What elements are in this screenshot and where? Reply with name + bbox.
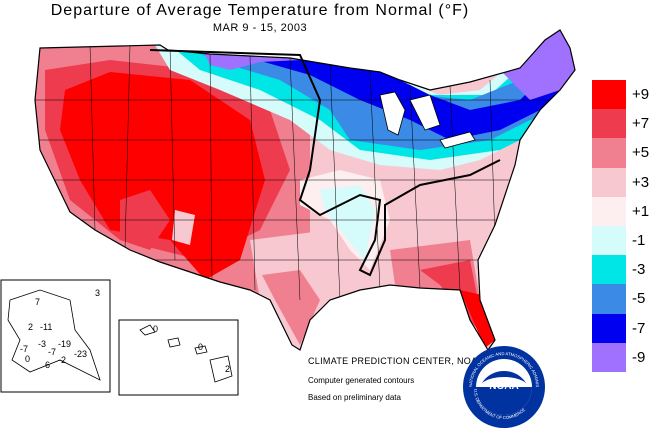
hawaii-inset: 0 0 2 bbox=[118, 319, 239, 396]
map-title: Departure of Average Temperature from No… bbox=[50, 2, 470, 19]
alaska-inset: 7 3 2 -11 -3 -19 -7 0 -7 -23 6 -2 bbox=[0, 279, 111, 393]
noaa-logo-text: NOAA bbox=[489, 381, 518, 392]
noaa-logo: NOAA NATIONAL OCEANIC AND ATMOSPHERIC AD… bbox=[462, 345, 545, 428]
alaska-label-4: -3 bbox=[38, 339, 46, 349]
alaska-label-11: -2 bbox=[58, 355, 66, 365]
legend-label: +3 bbox=[632, 173, 650, 191]
legend-item: +1 bbox=[592, 196, 659, 226]
credit-line-2: Based on preliminary data bbox=[308, 393, 401, 402]
alaska-label-1: 3 bbox=[95, 288, 100, 298]
legend-label: +5 bbox=[632, 144, 650, 162]
credit-org: CLIMATE PREDICTION CENTER, NOAA bbox=[308, 356, 484, 366]
alaska-label-8: -7 bbox=[48, 347, 56, 357]
alaska-label-9: -23 bbox=[74, 349, 87, 359]
alaska-label-0: 7 bbox=[35, 297, 40, 307]
hawaii-label-2: 2 bbox=[225, 364, 230, 374]
legend-item: -3 bbox=[592, 255, 659, 285]
legend-label: +9 bbox=[632, 86, 650, 103]
alaska-label-10: 6 bbox=[45, 360, 50, 370]
hawaii-label-1: 0 bbox=[198, 342, 203, 352]
legend-label: +1 bbox=[632, 202, 650, 220]
legend-swatch bbox=[592, 167, 626, 197]
alaska-label-5: -19 bbox=[58, 339, 71, 349]
legend-item: +3 bbox=[592, 167, 659, 197]
legend-swatch bbox=[592, 225, 626, 256]
credit-line-1: Computer generated contours bbox=[308, 376, 415, 385]
legend-swatch bbox=[592, 313, 626, 343]
legend-label: -9 bbox=[632, 348, 646, 366]
legend-item: -1 bbox=[592, 225, 659, 256]
legend-swatch bbox=[592, 196, 626, 226]
legend-swatch bbox=[592, 80, 626, 110]
us-main-map bbox=[34, 29, 576, 352]
legend-swatch bbox=[592, 342, 626, 372]
legend-swatch bbox=[592, 255, 626, 285]
legend-item: +7 bbox=[592, 109, 659, 139]
alaska-label-6: -7 bbox=[20, 344, 28, 354]
legend-item: -7 bbox=[592, 313, 659, 343]
legend-label: -3 bbox=[632, 261, 646, 279]
legend-swatch bbox=[592, 138, 626, 168]
color-legend: +9 +7 +5 +3 +1 -1 -3 -5 -7 -9 bbox=[592, 80, 659, 372]
alaska-label-3: -11 bbox=[40, 322, 52, 332]
legend-label: -1 bbox=[632, 231, 646, 249]
alaska-label-7: 0 bbox=[25, 354, 30, 364]
legend-swatch bbox=[592, 284, 626, 314]
legend-item: +9 bbox=[592, 80, 659, 110]
legend-item: -5 bbox=[592, 284, 659, 314]
legend-swatch bbox=[592, 109, 626, 139]
legend-label: -5 bbox=[632, 290, 646, 308]
legend-label: +7 bbox=[632, 115, 650, 133]
legend-item: +5 bbox=[592, 138, 659, 168]
hawaii-label-0: 0 bbox=[153, 324, 158, 334]
map-subtitle: MAR 9 - 15, 2003 bbox=[212, 22, 308, 34]
alaska-label-2: 2 bbox=[28, 322, 33, 332]
legend-label: -7 bbox=[632, 319, 646, 337]
legend-item: -9 bbox=[592, 342, 659, 372]
